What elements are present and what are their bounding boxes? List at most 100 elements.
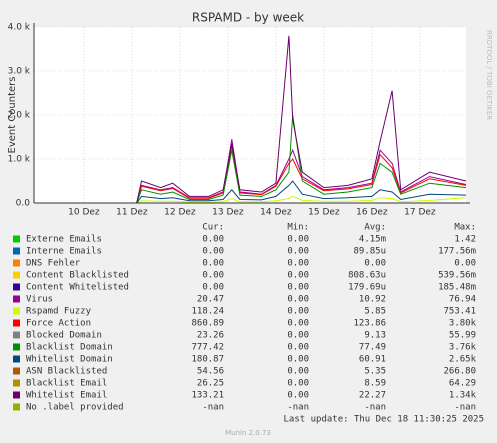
x-tick-label: 12 Dez: [164, 208, 196, 218]
side-text: RRDTOOL / TOBI OETIKER: [485, 30, 493, 120]
stat-header: Min:: [287, 223, 309, 233]
legend-swatch: [13, 343, 20, 351]
stat-value: 0.00: [287, 367, 309, 377]
stat-value: 133.21: [191, 391, 224, 401]
y-tick-label: 0.0: [16, 199, 31, 209]
stat-value: 64.29: [449, 379, 476, 389]
stat-value: 3.76k: [449, 343, 477, 353]
y-tick-label: 1.0 k: [8, 155, 31, 165]
series-line: [34, 195, 467, 204]
footer: Munin 2.0.73: [225, 429, 271, 437]
stat-value: 0.00: [202, 283, 224, 293]
stat-value: 177.56m: [438, 247, 476, 257]
legend-swatch: [13, 355, 20, 363]
stat-value: 0.00: [287, 343, 309, 353]
legend-swatch: [13, 379, 20, 387]
stat-value: 0.00: [454, 259, 476, 269]
stat-value: 266.80: [443, 367, 476, 377]
stat-value: 76.94: [449, 295, 476, 305]
legend-swatch: [13, 271, 20, 279]
stat-value: 5.35: [364, 367, 386, 377]
legend-swatch: [13, 403, 20, 411]
legend-swatch: [13, 331, 20, 339]
legend-label: ASN Blacklisted: [26, 367, 107, 377]
stat-value: 5.85: [364, 307, 386, 317]
legend-swatch: [13, 307, 20, 315]
legend-swatch: [13, 367, 20, 375]
legend-swatch: [13, 391, 20, 399]
stat-value: 1.42: [454, 235, 476, 245]
stat-value: 0.00: [287, 271, 309, 281]
series-line: [34, 145, 467, 204]
stat-value: 9.13: [364, 331, 386, 341]
x-tick-label: 11 Dez: [116, 208, 148, 218]
legend-swatch: [13, 259, 20, 267]
stat-value: 60.91: [359, 355, 386, 365]
stat-value: 89.85u: [353, 247, 386, 257]
x-tick-label: 17 Dez: [404, 208, 436, 218]
stat-value: 3.80k: [449, 319, 477, 329]
y-tick-label: 4.0 k: [8, 23, 31, 33]
stat-value: 180.87: [191, 355, 224, 365]
x-tick-label: 15 Dez: [308, 208, 340, 218]
stat-value: 10.92: [359, 295, 386, 305]
legend-swatch: [13, 247, 20, 255]
stat-value: 777.42: [191, 343, 224, 353]
legend-label: Content Whitelisted: [26, 283, 129, 293]
stat-value: 54.56: [197, 367, 224, 377]
series-line: [34, 180, 467, 204]
stat-value: 26.25: [197, 379, 224, 389]
stat-value: 0.00: [287, 307, 309, 317]
stat-value: 123.86: [353, 319, 386, 329]
stat-value: 0.00: [287, 283, 309, 293]
stat-value: 4.15m: [359, 235, 386, 245]
y-tick-label: 3.0 k: [8, 67, 31, 77]
legend-label: Virus: [26, 295, 53, 305]
x-tick-label: 13 Dez: [212, 208, 244, 218]
stat-header: Avg:: [364, 223, 386, 233]
stat-value: 23.26: [197, 331, 224, 341]
stat-value: 0.00: [287, 379, 309, 389]
stat-value: 860.89: [191, 319, 224, 329]
stat-value: 0.00: [287, 235, 309, 245]
legend-swatch: [13, 319, 20, 327]
legend-label: Externe Emails: [26, 235, 102, 245]
stat-value: 77.49: [359, 343, 386, 353]
stat-value: 0.00: [287, 391, 309, 401]
legend-label: Content Blacklisted: [26, 271, 129, 281]
stat-value: 0.00: [287, 295, 309, 305]
stat-value: 0.00: [287, 247, 309, 257]
y-tick-label: 2.0 k: [8, 111, 31, 121]
series-line: [34, 35, 467, 204]
stat-value: 0.00: [287, 259, 309, 269]
legend-label: DNS Fehler: [26, 259, 81, 269]
x-tick-label: 14 Dez: [260, 208, 292, 218]
stat-value: 0.00: [202, 235, 224, 245]
stat-value: 8.59: [364, 379, 386, 389]
stat-value: 0.00: [202, 259, 224, 269]
legend-label: Whitelist Email: [26, 391, 107, 401]
legend-swatch: [13, 295, 20, 303]
stat-value: -nan: [364, 403, 386, 413]
legend-label: Blocked Domain: [26, 331, 102, 341]
legend-label: Rspamd Fuzzy: [26, 307, 92, 317]
stat-value: 0.00: [287, 331, 309, 341]
y-axis-label: Event Counters: [7, 77, 18, 154]
stat-value: 539.56m: [438, 271, 476, 281]
legend-label: Blacklist Domain: [26, 343, 113, 353]
stat-value: 20.47: [197, 295, 224, 305]
stat-value: 0.00: [287, 319, 309, 329]
stat-value: 55.99: [449, 331, 476, 341]
x-tick-label: 10 Dez: [68, 208, 100, 218]
stat-value: 118.24: [191, 307, 224, 317]
legend-label: Force Action: [26, 319, 91, 329]
x-tick-label: 16 Dez: [356, 208, 388, 218]
stat-value: 0.00: [202, 247, 224, 257]
last-update: Last update: Thu Dec 18 11:30:25 2025: [284, 415, 484, 425]
legend-swatch: [13, 235, 20, 243]
chart-title: RSPAMD - by week: [192, 11, 304, 25]
stat-header: Cur:: [202, 223, 224, 233]
stat-value: -nan: [202, 403, 224, 413]
